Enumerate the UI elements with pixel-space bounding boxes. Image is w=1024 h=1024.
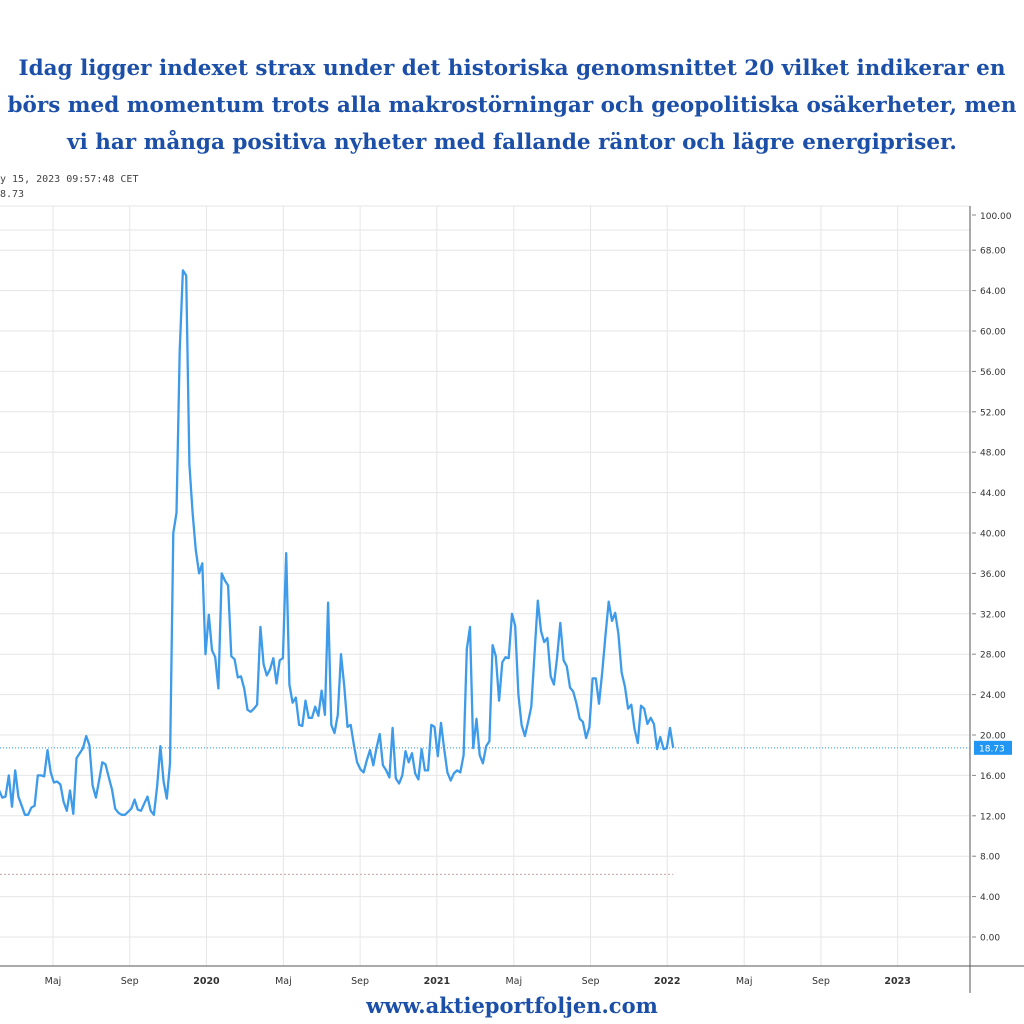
y-tick-label: 56.00	[980, 368, 1006, 378]
headline-line-1: Idag ligger indexet strax under det hist…	[18, 56, 1006, 81]
y-tick-label: 24.00	[980, 691, 1006, 701]
x-tick-label: Maj	[45, 976, 62, 987]
y-tick-label: 32.00	[980, 610, 1006, 620]
y-tick-label: 8.00	[980, 853, 1000, 863]
y-tick-label: 68.00	[980, 247, 1006, 257]
chart-value: 8.73	[0, 189, 25, 200]
y-tick-label: 44.00	[980, 489, 1006, 499]
y-tick-label: 60.00	[980, 328, 1006, 338]
series-line	[0, 269, 675, 816]
y-tick-label: 20.00	[980, 732, 1006, 742]
x-tick-label: Sep	[582, 976, 600, 987]
y-tick-label: 36.00	[980, 570, 1006, 580]
y-tick-label: 12.00	[980, 812, 1006, 822]
headline-line-3: vi har många positiva nyheter med fallan…	[67, 130, 957, 155]
y-tick-label: 28.00	[980, 651, 1006, 661]
y-tick-label: 64.00	[980, 287, 1006, 297]
vix-line-chart: 100.00 0.00 4.00 8.00 12.00 16.00 20.00 24.00 28…	[0, 200, 1024, 993]
x-tick-label: Sep	[812, 976, 830, 987]
x-tick-label: 2023	[884, 976, 910, 987]
plot-area	[0, 200, 970, 966]
y-tick-label: 40.00	[980, 530, 1006, 540]
y-tick-label: 48.00	[980, 449, 1006, 459]
x-tick-label: Sep	[121, 976, 139, 987]
y-tick-label: 16.00	[980, 772, 1006, 782]
footer-url[interactable]: www.aktieportfoljen.com	[366, 993, 658, 1018]
chart-info: y 15, 2023 09:57:48 CET 8.73	[0, 172, 138, 202]
x-tick-label: Sep	[351, 976, 369, 987]
y-tick-label: 0.00	[980, 934, 1000, 944]
x-tick-label: 2020	[193, 976, 220, 987]
y-tick-label-top: 100.00	[980, 212, 1012, 222]
x-tick-label: 2022	[654, 976, 680, 987]
current-value-badge	[974, 740, 1012, 755]
x-tick-label: 2021	[424, 976, 450, 987]
y-tick-label: 4.00	[980, 893, 1000, 903]
chart-timestamp: y 15, 2023 09:57:48 CET	[0, 174, 139, 185]
current-value-label: 18.73	[979, 744, 1005, 754]
x-tick-label: Maj	[736, 976, 753, 987]
x-tick-label: Maj	[275, 976, 292, 987]
x-tick-label: Maj	[505, 976, 522, 987]
y-tick-label: 52.00	[980, 408, 1006, 418]
headline: Idag ligger indexet strax under det hist…	[0, 50, 1024, 161]
headline-line-2: börs med momentum trots alla makrostörni…	[7, 93, 1017, 118]
